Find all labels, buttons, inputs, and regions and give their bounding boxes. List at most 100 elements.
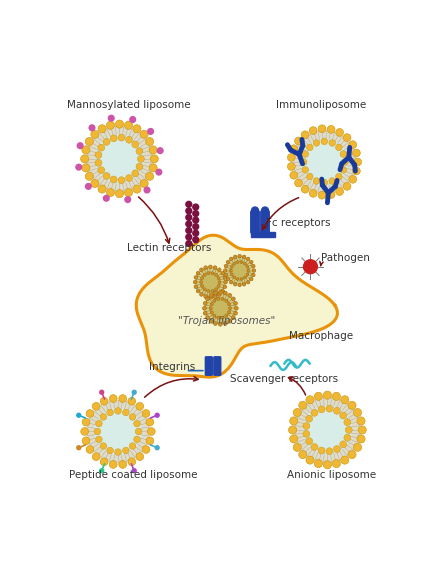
Circle shape: [118, 177, 125, 184]
Circle shape: [303, 430, 310, 437]
Circle shape: [132, 390, 136, 394]
Circle shape: [352, 149, 360, 157]
Circle shape: [306, 415, 312, 422]
Circle shape: [122, 409, 129, 416]
Circle shape: [211, 290, 214, 293]
Circle shape: [303, 406, 351, 454]
Circle shape: [357, 417, 365, 425]
Circle shape: [100, 443, 107, 450]
Circle shape: [207, 272, 210, 274]
Circle shape: [204, 266, 207, 269]
Circle shape: [129, 443, 136, 450]
Circle shape: [91, 179, 99, 188]
Circle shape: [311, 443, 318, 450]
Circle shape: [326, 448, 333, 455]
Circle shape: [89, 125, 95, 130]
Circle shape: [147, 428, 155, 435]
Circle shape: [344, 419, 351, 426]
Circle shape: [358, 426, 366, 434]
Circle shape: [299, 450, 307, 459]
Circle shape: [194, 285, 198, 289]
Circle shape: [238, 255, 241, 258]
Circle shape: [302, 167, 309, 173]
Circle shape: [209, 293, 213, 297]
Circle shape: [136, 163, 143, 170]
Circle shape: [327, 125, 335, 133]
Circle shape: [140, 130, 148, 138]
Text: Immunoliposome: Immunoliposome: [276, 100, 366, 110]
Circle shape: [149, 146, 157, 154]
Circle shape: [318, 191, 326, 199]
Circle shape: [342, 159, 348, 166]
Circle shape: [314, 392, 323, 400]
Circle shape: [306, 174, 313, 180]
Circle shape: [207, 290, 210, 293]
Circle shape: [95, 151, 102, 158]
Circle shape: [100, 397, 108, 405]
Circle shape: [221, 298, 224, 301]
Circle shape: [81, 428, 88, 435]
Circle shape: [335, 174, 342, 180]
Circle shape: [214, 273, 217, 277]
Circle shape: [88, 127, 152, 191]
Text: Scavenger receptors: Scavenger receptors: [229, 374, 338, 384]
Circle shape: [233, 282, 237, 286]
Circle shape: [98, 167, 105, 174]
Circle shape: [186, 227, 192, 234]
Text: Peptide coated liposome: Peptide coated liposome: [69, 469, 197, 480]
Circle shape: [228, 311, 231, 314]
Circle shape: [306, 144, 313, 151]
Circle shape: [313, 139, 320, 146]
Circle shape: [314, 459, 323, 468]
Circle shape: [142, 446, 150, 454]
Circle shape: [209, 319, 213, 323]
Circle shape: [193, 204, 198, 210]
Circle shape: [246, 265, 249, 268]
Circle shape: [146, 437, 154, 445]
Circle shape: [202, 306, 206, 310]
Circle shape: [200, 281, 203, 284]
Text: Lectin receptors: Lectin receptors: [127, 243, 212, 253]
Circle shape: [306, 456, 314, 464]
Circle shape: [144, 187, 150, 193]
Circle shape: [242, 255, 246, 259]
Circle shape: [323, 460, 332, 469]
FancyArrowPatch shape: [263, 198, 299, 230]
Circle shape: [318, 447, 325, 454]
Circle shape: [210, 303, 213, 306]
Circle shape: [326, 405, 333, 412]
Circle shape: [115, 189, 124, 198]
Circle shape: [213, 291, 217, 295]
Circle shape: [246, 281, 250, 284]
Circle shape: [311, 409, 318, 416]
Circle shape: [98, 185, 106, 193]
Circle shape: [318, 406, 325, 413]
Circle shape: [231, 297, 235, 301]
Circle shape: [218, 281, 221, 284]
Circle shape: [203, 273, 206, 277]
Circle shape: [206, 316, 210, 320]
Circle shape: [302, 151, 309, 158]
Circle shape: [210, 298, 231, 319]
Circle shape: [251, 207, 259, 214]
Circle shape: [95, 420, 102, 427]
Circle shape: [242, 282, 246, 286]
Circle shape: [236, 261, 239, 264]
Circle shape: [77, 143, 83, 149]
Circle shape: [246, 257, 250, 261]
Circle shape: [209, 295, 212, 299]
Circle shape: [110, 135, 117, 142]
Circle shape: [125, 121, 133, 129]
Circle shape: [77, 446, 81, 450]
Circle shape: [344, 434, 351, 441]
Circle shape: [107, 409, 114, 416]
Circle shape: [218, 290, 222, 294]
Circle shape: [301, 131, 309, 139]
Circle shape: [145, 137, 154, 146]
Circle shape: [155, 413, 159, 417]
Circle shape: [217, 268, 221, 272]
Circle shape: [303, 422, 310, 429]
Text: Macrophage: Macrophage: [289, 331, 353, 341]
Circle shape: [224, 264, 228, 268]
Circle shape: [333, 446, 340, 452]
